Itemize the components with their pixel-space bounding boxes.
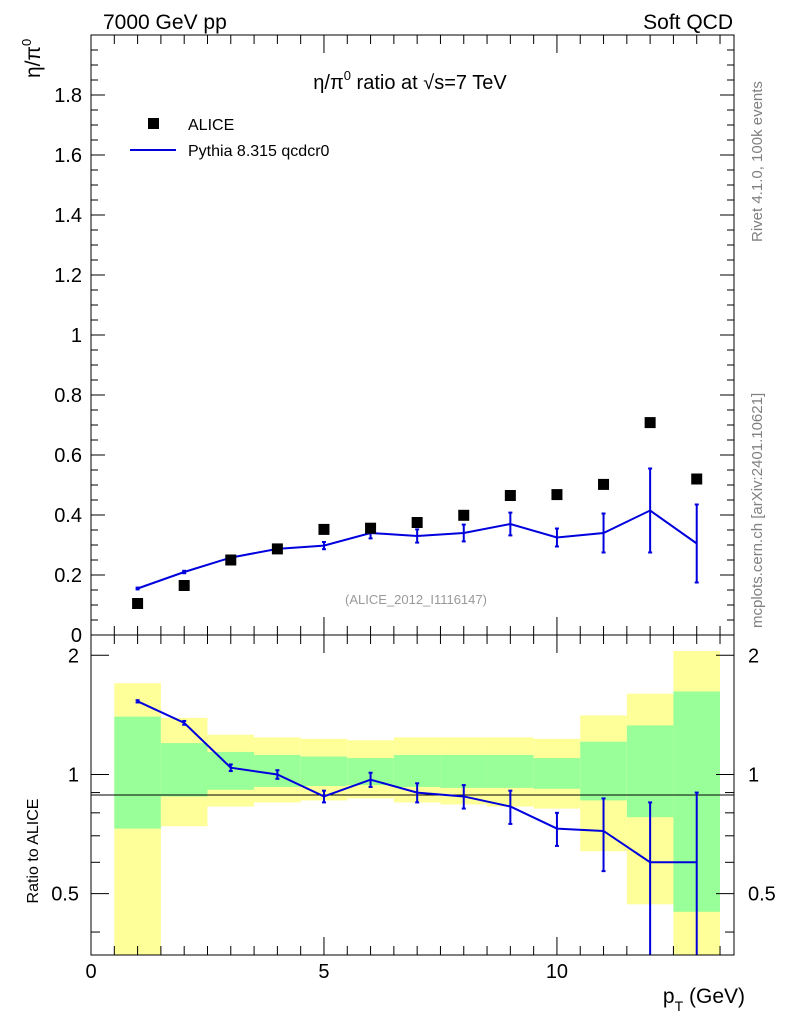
ratio-xtick-label: 10: [546, 961, 568, 983]
xlabel-post: (GeV): [683, 985, 745, 1008]
main-ytick-label: 0.8: [54, 385, 82, 407]
legend: ALICE Pythia 8.315 qcdcr0: [130, 117, 330, 160]
legend-label-alice: ALICE: [188, 117, 234, 134]
ratio-panel: 0.5 0.5 1 1 2 2 0 5 10 Ratio to ALICE pT (GeV): [25, 634, 776, 1014]
header-left: 7000 GeV pp: [103, 11, 227, 34]
ratio-band-green: [487, 754, 534, 788]
main-ytick-label: 1.2: [54, 265, 82, 287]
main-ytick-label: 0.6: [54, 445, 82, 467]
ratio-ytick-label-right: 2: [748, 645, 759, 667]
ratio-line: [137, 700, 697, 864]
main-ytick-label: 0.4: [54, 505, 82, 527]
mcplots-label: mcplots.cern.ch [arXiv:2401.10621]: [749, 393, 766, 628]
main-ytick-label: 1.6: [54, 145, 82, 167]
alice-marker: [598, 478, 610, 490]
xlabel-sub: T: [675, 998, 684, 1014]
ratio-ytick-label-right: 1: [748, 764, 759, 786]
ratio-xlabel: pT (GeV): [663, 985, 745, 1014]
main-ytick-label: 0: [71, 625, 82, 647]
ylabel-sup: 0: [19, 39, 34, 46]
main-ytick-label: 0.2: [54, 565, 82, 587]
ratio-band-green: [580, 741, 627, 801]
alice-marker: [411, 517, 423, 528]
main-title: η/π0 ratio at √s=7 TeV: [313, 68, 507, 94]
main-ytick-label: 1.4: [54, 205, 82, 227]
ratio-band-green: [393, 754, 441, 787]
header-right: Soft QCD: [643, 11, 733, 34]
alice-marker: [551, 489, 563, 501]
alice-marker: [318, 523, 330, 535]
analysis-label: (ALICE_2012_I1116147): [345, 592, 487, 607]
main-series: [132, 417, 703, 609]
alice-marker: [504, 490, 516, 501]
ratio-band-green: [114, 716, 161, 829]
rivet-label: Rivet 4.1.0, 100k events: [749, 81, 766, 242]
alice-marker: [225, 554, 237, 566]
ratio-ytick-label-right: 0.5: [748, 884, 776, 906]
ratio-xtick-label: 5: [318, 961, 329, 983]
ratio-band-green: [533, 758, 581, 789]
ratio-xtick-label: 0: [85, 961, 96, 983]
alice-marker: [178, 580, 190, 591]
title-post: ratio at √s=7 TeV: [351, 72, 507, 94]
alice-marker: [132, 598, 144, 609]
ratio-bands: [114, 651, 721, 955]
main-panel: 00.20.40.60.811.21.41.61.8 η/π0 ratio at…: [19, 34, 735, 647]
main-ylabel: η/π0: [19, 39, 45, 78]
ratio-band-green: [440, 754, 488, 788]
main-ticks: 0 0.2 0.4 0.6 0.8 1 1.2 1.4 1.6 1.8: [54, 35, 734, 647]
legend-label-pythia: Pythia 8.315 qcdcr0: [188, 143, 330, 160]
alice-marker: [458, 509, 470, 521]
legend-marker-alice: [148, 118, 159, 129]
ratio-ylabel: Ratio to ALICE: [25, 799, 42, 904]
ratio-ticks: 0.5 0.5 1 1 2 2 0 5 10: [51, 635, 776, 983]
ylabel-main: η/π: [22, 46, 45, 78]
ratio-series: [135, 699, 699, 955]
alice-marker: [644, 417, 656, 429]
alice-marker: [365, 522, 377, 534]
xlabel-main: p: [663, 985, 675, 1008]
ratio-ytick-label-left: 0.5: [51, 884, 79, 906]
ratio-ytick-label-left: 2: [68, 645, 79, 667]
title-pre: η/π: [313, 72, 343, 94]
main-ytick-label: 1: [71, 325, 82, 347]
ratio-ytick-label-left: 1: [68, 764, 79, 786]
alice-marker: [691, 473, 703, 485]
ratio-band-green: [160, 743, 208, 797]
main-ytick-label: 1.8: [54, 85, 82, 107]
ratio-frame: [90, 634, 735, 956]
alice-marker: [271, 543, 283, 555]
title-sup: 0: [344, 68, 351, 83]
ratio-band-green: [300, 756, 348, 787]
